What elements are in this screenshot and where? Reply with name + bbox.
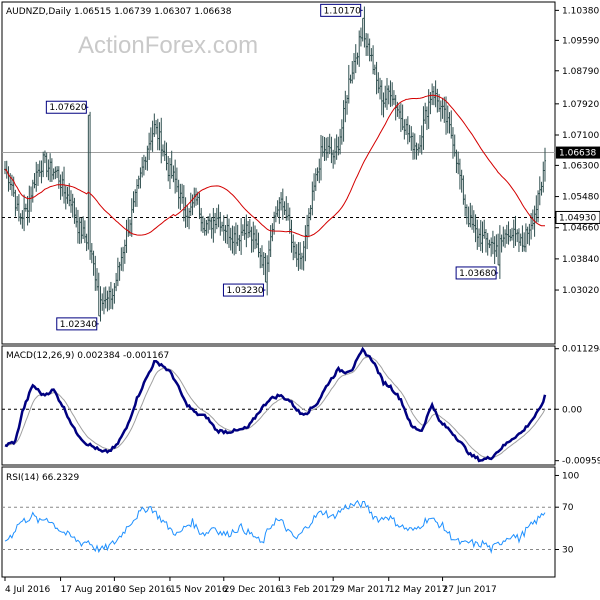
level-value-label: 1.04930 — [559, 213, 596, 223]
rsi-y-tick-label: 30 — [562, 546, 574, 556]
x-tick-label: 29 Dec 2016 — [224, 585, 282, 595]
price-y-tick-label: 1.07920 — [562, 100, 599, 110]
macd-y-tick-label: -0.009594 — [562, 457, 600, 467]
rsi-line — [4, 499, 546, 554]
annotation-label: 1.03230 — [226, 286, 263, 296]
x-tick-label: 30 Sep 2016 — [114, 585, 171, 595]
moving-average-line — [4, 94, 546, 237]
price-y-tick-label: 1.06300 — [562, 161, 599, 171]
macd-signal-line — [4, 356, 546, 459]
price-annotations: 1.10170 1.07620 1.02340 1.03230 1.03680 — [45, 3, 499, 331]
macd-y-tick-label: 0.011294 — [562, 345, 600, 355]
price-y-axis: 1.10380 1.09590 1.08790 1.07920 1.07100 1.063… — [555, 6, 599, 296]
price-bars — [4, 6, 546, 322]
price-y-tick-label: 1.08790 — [562, 67, 599, 77]
annotation-label: 1.07620 — [49, 103, 86, 113]
price-title: AUDNZD,Daily 1.06515 1.06739 1.06307 1.0… — [6, 7, 232, 17]
x-tick-label: 13 Feb 2017 — [279, 585, 335, 595]
price-level-line: 1.04930 1.06638 — [2, 146, 600, 224]
x-tick-label: 27 Jun 2017 — [443, 585, 497, 595]
price-y-tick-label: 1.05480 — [562, 193, 599, 203]
annotation-label: 1.10170 — [324, 6, 361, 16]
macd-y-axis: 0.011294 0.00 -0.009594 — [2, 345, 600, 467]
price-y-tick-label: 1.09590 — [562, 36, 599, 46]
price-frame — [1, 1, 556, 345]
x-tick-label: 29 Mar 2017 — [333, 585, 390, 595]
macd-y-tick-label: 0.00 — [562, 405, 582, 415]
price-y-tick-label: 1.07100 — [562, 131, 599, 141]
current-price-label: 1.06638 — [559, 149, 596, 159]
macd-frame — [1, 345, 556, 466]
price-y-tick-label: 1.10380 — [562, 6, 599, 16]
x-tick-label: 17 Aug 2016 — [61, 585, 119, 595]
x-tick-label: 4 Jul 2016 — [5, 585, 50, 595]
x-tick-label: 12 May 2017 — [389, 585, 448, 595]
level-value-box — [555, 210, 600, 224]
rsi-panel: RSI(14) 66.2329 100 70 30 — [1, 466, 579, 578]
rsi-y-tick-label: 100 — [562, 471, 579, 481]
x-tick-label: 15 Nov 2016 — [170, 585, 228, 595]
macd-panel: MACD(12,26,9) 0.002384 -0.001167 0.01129… — [1, 345, 600, 467]
current-price-box — [556, 146, 600, 159]
rsi-title: RSI(14) 66.2329 — [6, 473, 79, 483]
macd-line — [4, 346, 547, 463]
price-y-tick-label: 1.03020 — [562, 286, 599, 296]
price-y-tick-label: 1.03840 — [562, 255, 599, 265]
annotation-label: 1.03680 — [459, 269, 496, 279]
rsi-y-tick-label: 70 — [562, 503, 574, 513]
annotation-label: 1.02340 — [60, 320, 97, 330]
rsi-frame — [1, 466, 556, 578]
price-panel: ActionForex.com AUDNZD,Daily 1.06515 1.0… — [1, 1, 600, 345]
macd-title: MACD(12,26,9) 0.002384 -0.001167 — [6, 351, 169, 361]
price-y-tick-label: 1.04660 — [562, 224, 599, 234]
watermark: ActionForex.com — [78, 32, 258, 59]
